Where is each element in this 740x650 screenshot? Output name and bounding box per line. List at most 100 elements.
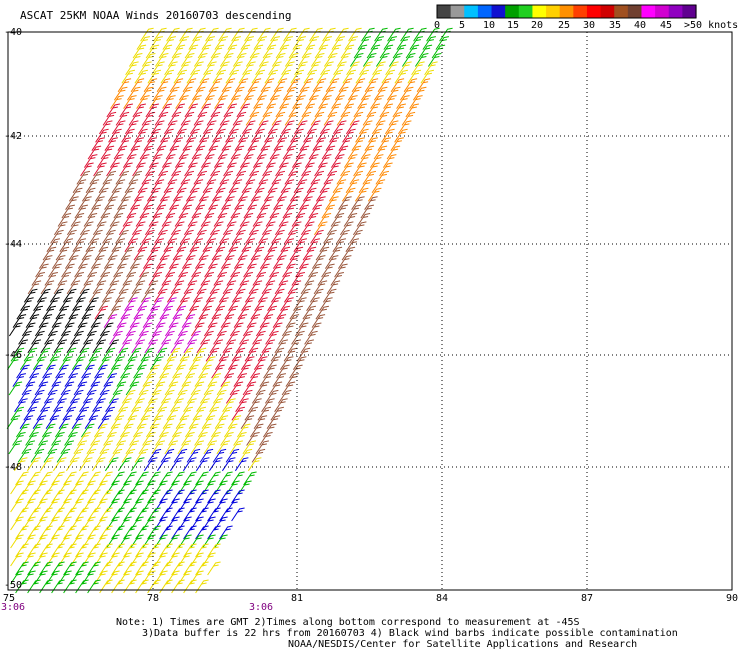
wind-barb — [89, 229, 103, 244]
wind-barb — [79, 221, 94, 236]
wind-barb — [258, 111, 273, 126]
wind-barb — [70, 534, 84, 549]
wind-barb — [292, 36, 306, 50]
wind-barb — [226, 330, 240, 345]
wind-barb — [132, 162, 146, 177]
wind-barb — [235, 339, 249, 354]
wind-barb — [48, 263, 62, 278]
wind-barb — [299, 137, 313, 151]
wind-barb — [6, 356, 21, 370]
wind-barb — [169, 137, 183, 151]
wind-barb — [207, 432, 221, 446]
wind-barb — [317, 272, 331, 286]
wind-barb — [82, 570, 96, 585]
wind-barb — [144, 398, 158, 413]
wind-barb — [154, 53, 169, 67]
wind-barb — [125, 61, 139, 76]
wind-barb — [63, 579, 77, 594]
wind-barb — [111, 297, 125, 312]
wind-barb — [275, 103, 289, 118]
wind-barb — [203, 322, 218, 337]
wind-barb — [134, 69, 148, 84]
wind-barb — [156, 137, 170, 151]
wind-barb — [298, 314, 313, 328]
wind-barb — [183, 507, 197, 522]
wind-barb — [171, 579, 185, 594]
wind-barb — [345, 179, 360, 194]
wind-barb — [407, 69, 421, 84]
wind-barb — [82, 448, 97, 463]
wind-barb — [58, 356, 73, 370]
wind-barb — [343, 213, 358, 227]
wind-barb — [223, 423, 238, 438]
wind-barb — [22, 498, 36, 513]
wind-barb — [215, 179, 230, 194]
wind-barb — [123, 489, 137, 504]
wind-barb — [106, 498, 120, 513]
wind-barb — [135, 561, 149, 576]
wind-barb — [354, 187, 369, 202]
wind-barb — [292, 95, 306, 109]
wind-barb — [51, 314, 66, 328]
wind-barb — [209, 280, 224, 295]
wind-barb — [323, 53, 338, 67]
wind-barb — [373, 145, 388, 160]
wind-barb — [148, 272, 162, 286]
wind-barb — [19, 356, 34, 370]
wind-barb — [198, 187, 213, 202]
wind-barb — [383, 95, 397, 109]
wind-barb — [82, 552, 96, 567]
wind-barb — [286, 196, 300, 210]
wind-barb — [309, 27, 323, 42]
wind-barb — [36, 288, 51, 303]
wind-barb — [189, 179, 204, 194]
wind-barb — [285, 373, 299, 387]
wind-barb — [80, 423, 95, 438]
wind-barb — [60, 381, 75, 396]
wind-barb — [87, 471, 101, 486]
wind-barb — [221, 196, 235, 210]
wind-barb — [347, 86, 362, 101]
wind-barb — [40, 339, 54, 354]
wind-barb — [241, 120, 256, 135]
wind-barb — [95, 389, 110, 404]
wind-barb — [147, 471, 161, 486]
wind-barb — [161, 272, 175, 286]
wind-barb — [94, 534, 108, 549]
wind-barb — [135, 507, 149, 522]
wind-barb — [197, 423, 212, 438]
wind-barb — [270, 406, 284, 421]
wind-barb — [307, 61, 321, 76]
wind-barb — [153, 27, 167, 42]
wind-barb — [340, 162, 354, 177]
wind-barb — [154, 570, 168, 585]
wind-barb — [235, 280, 250, 295]
wind-barb — [27, 507, 41, 522]
wind-barb — [388, 111, 403, 126]
wind-barb — [241, 238, 255, 253]
wind-barb — [219, 507, 233, 522]
wind-barb — [304, 154, 319, 168]
wind-barb — [282, 145, 297, 160]
wind-barbs-layer — [6, 27, 453, 594]
note-line-2: 3)Data buffer is 22 hrs from 20160703 4)… — [142, 628, 678, 639]
wind-barb — [253, 36, 267, 50]
wind-barb — [319, 120, 334, 135]
wind-barb — [252, 154, 267, 168]
wind-barb — [383, 36, 397, 50]
wind-barb — [116, 373, 130, 387]
wind-barb — [238, 448, 253, 463]
wind-barb — [64, 314, 79, 328]
wind-barb — [215, 297, 229, 312]
wind-barb — [133, 364, 147, 379]
wind-barb — [71, 356, 86, 370]
wind-barb — [427, 53, 442, 67]
wind-barb — [188, 36, 202, 50]
wind-barb — [328, 246, 343, 261]
wind-barb — [70, 498, 84, 513]
wind-barb — [183, 543, 197, 558]
wind-barb — [124, 120, 139, 135]
wind-barb — [202, 480, 216, 495]
wind-barb — [116, 255, 131, 269]
wind-barb — [239, 154, 254, 168]
